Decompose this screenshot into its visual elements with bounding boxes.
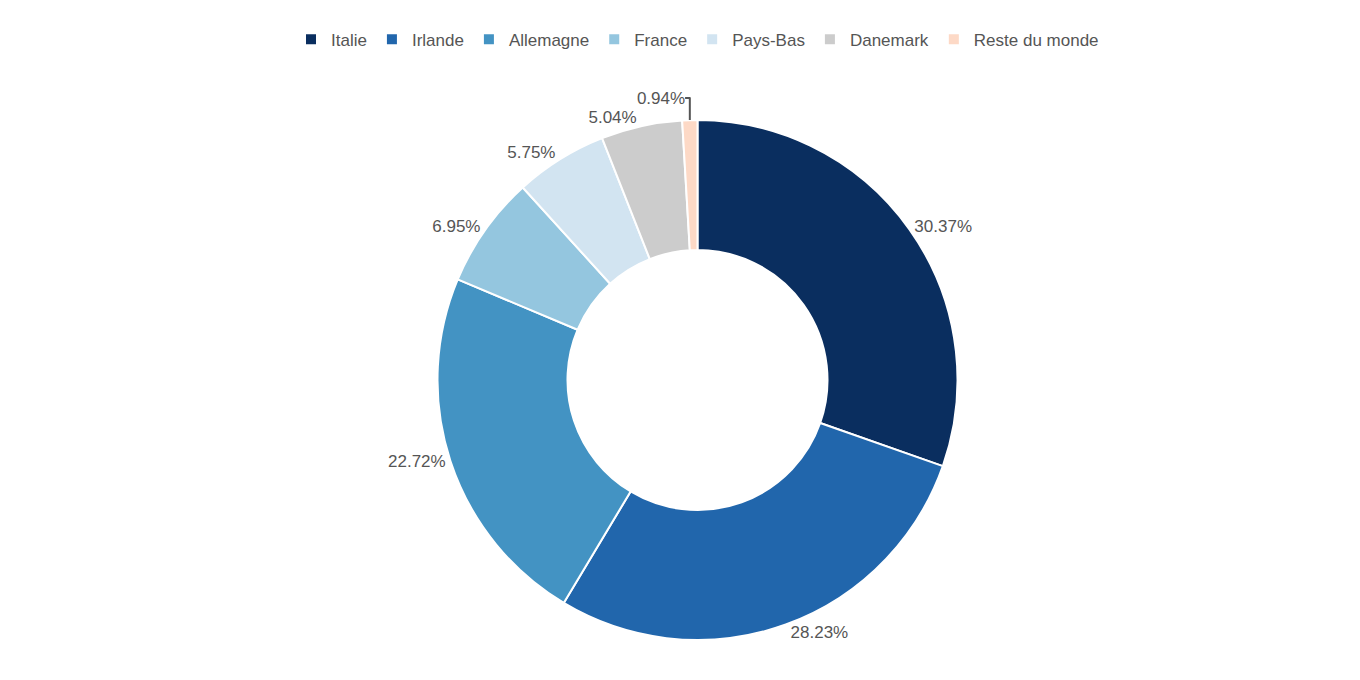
svg-text:22.72%: 22.72%	[388, 452, 446, 471]
svg-text:5.75%: 5.75%	[507, 143, 555, 162]
svg-text:0.94%: 0.94%	[637, 89, 685, 108]
svg-text:5.04%: 5.04%	[588, 108, 636, 127]
svg-text:Pays-Bas: Pays-Bas	[732, 31, 805, 50]
svg-text:Danemark: Danemark	[850, 31, 929, 50]
svg-text:Reste du monde: Reste du monde	[974, 31, 1099, 50]
svg-text:28.23%: 28.23%	[791, 623, 849, 642]
svg-text:France: France	[634, 31, 687, 50]
svg-text:Italie: Italie	[331, 31, 367, 50]
svg-text:6.95%: 6.95%	[432, 217, 480, 236]
svg-text:30.37%: 30.37%	[914, 217, 972, 236]
svg-text:Irlande: Irlande	[412, 31, 464, 50]
svg-text:Allemagne: Allemagne	[509, 31, 589, 50]
